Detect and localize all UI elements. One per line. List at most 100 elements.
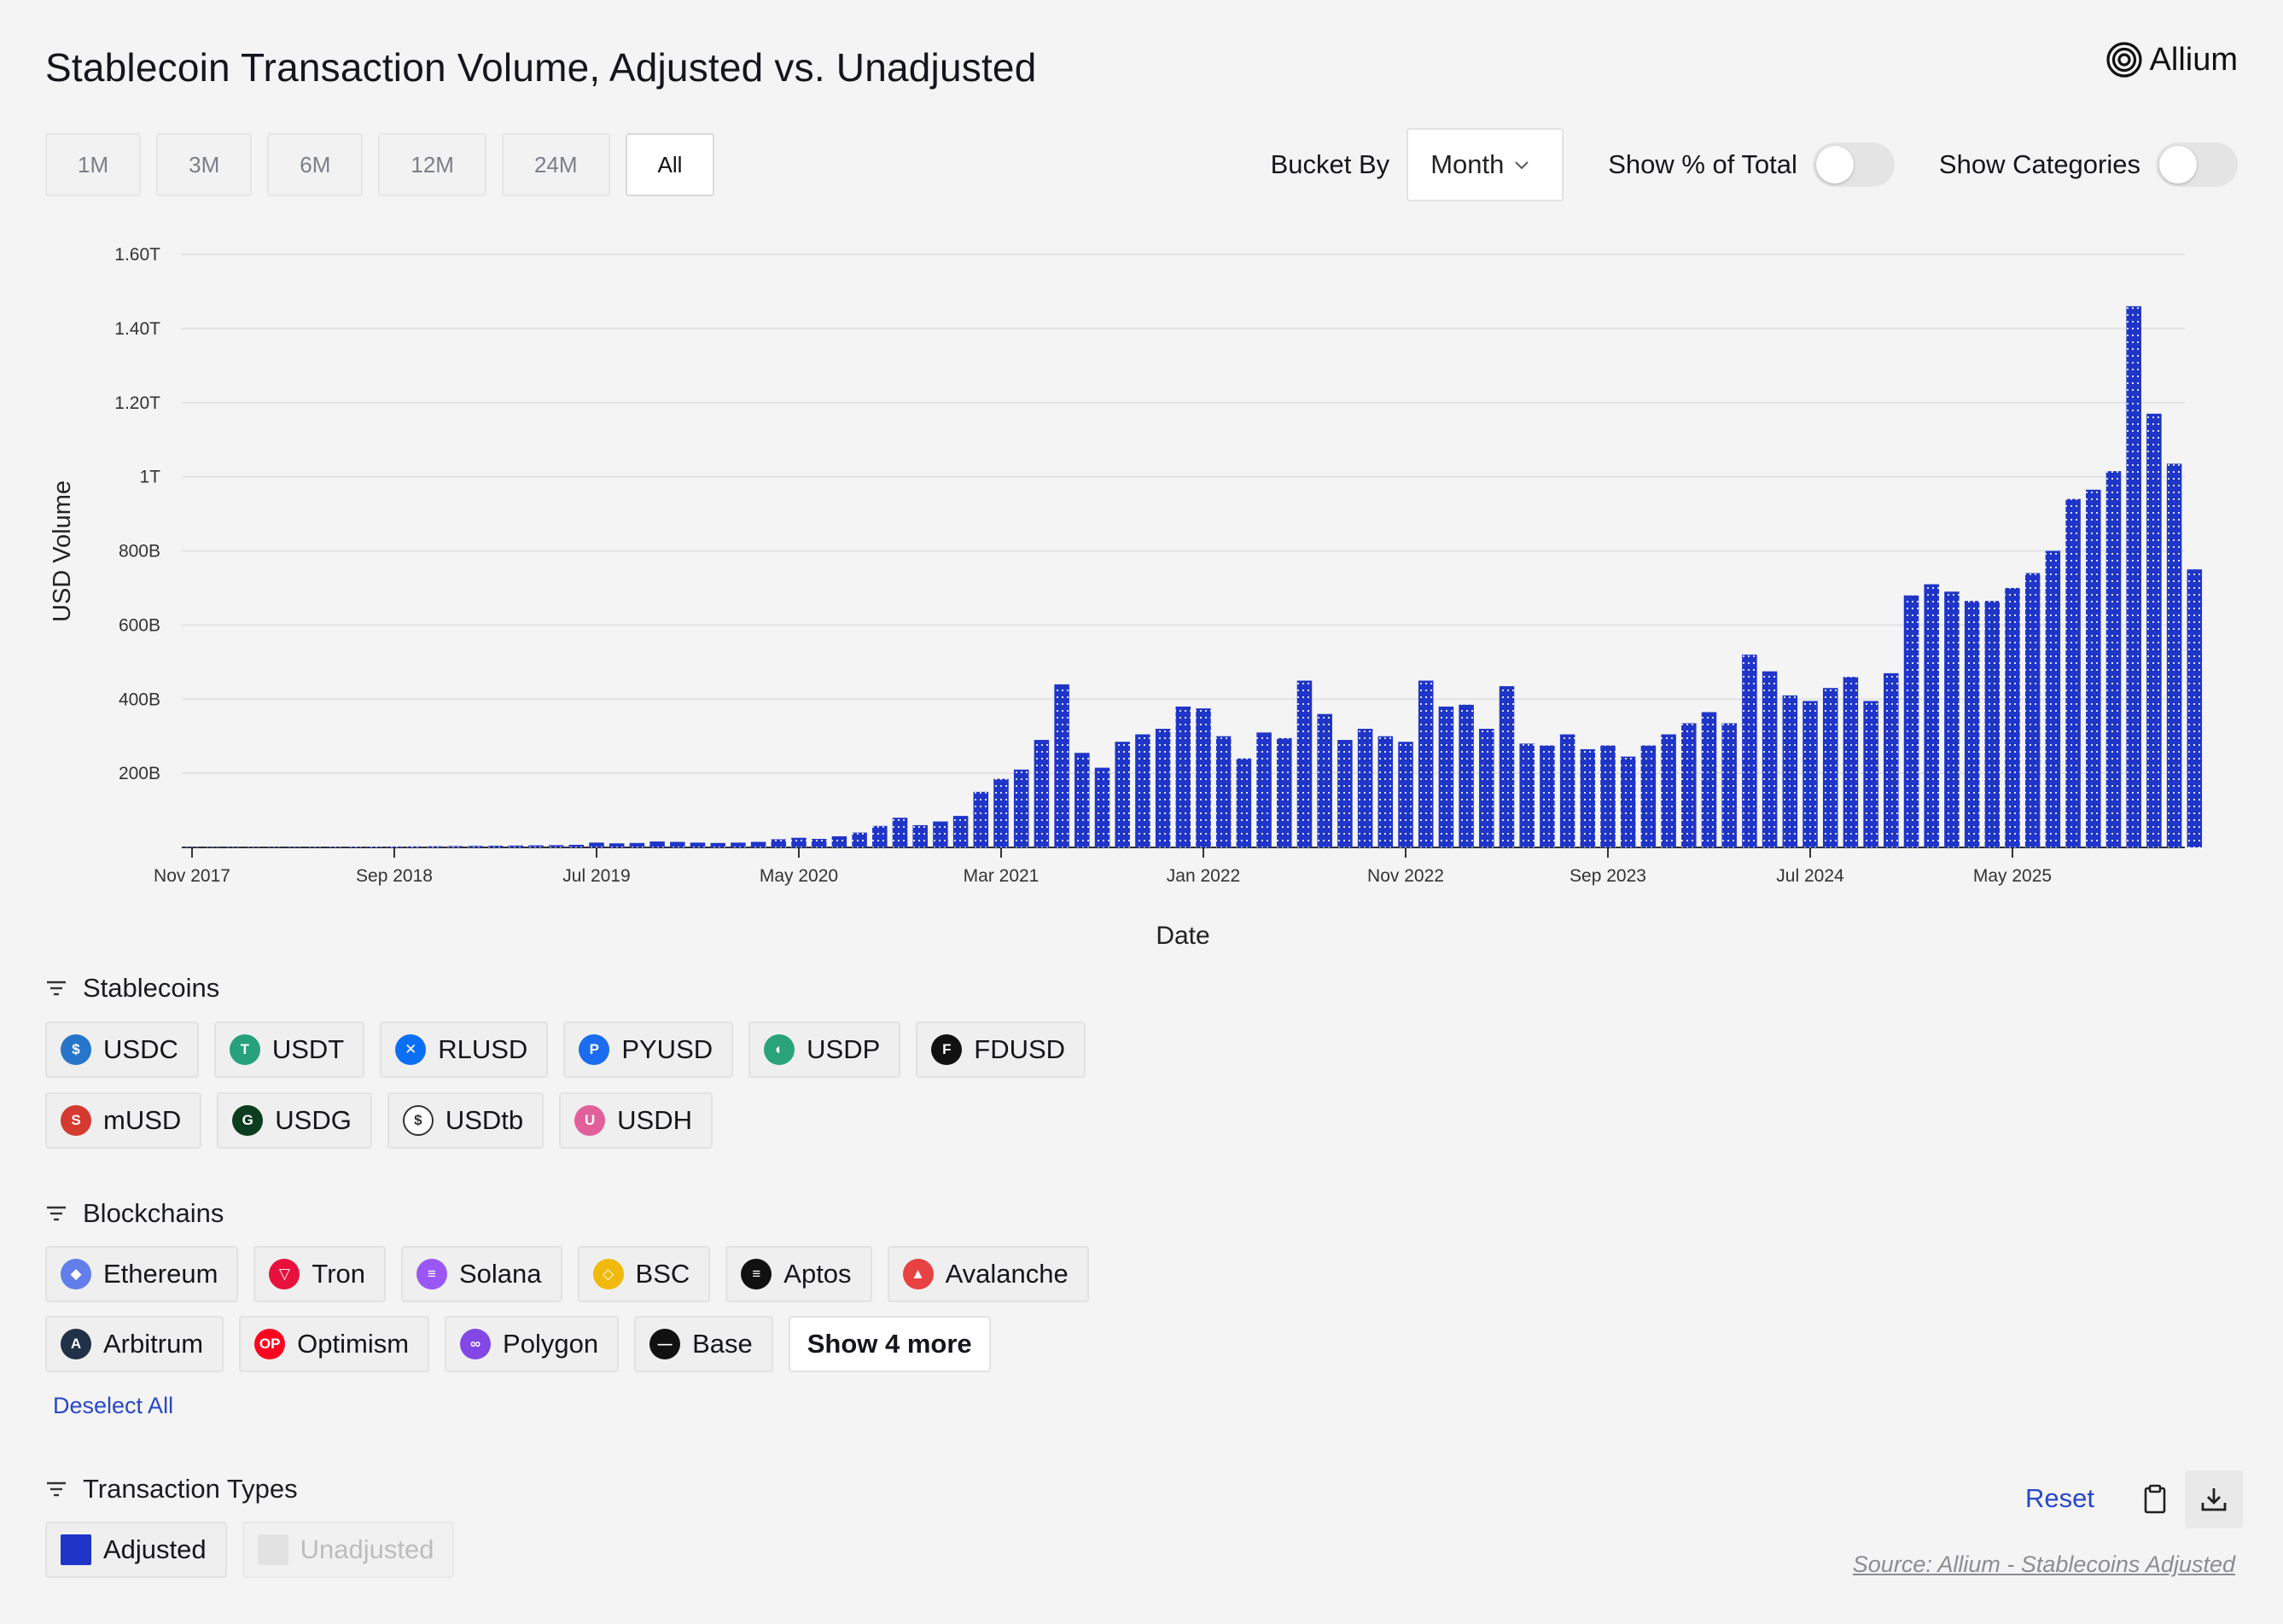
x-tick-label: Sep 2023 (1570, 866, 1646, 886)
bar (2105, 471, 2122, 847)
blockchain-chip-optimism[interactable]: OP Optimism (239, 1316, 430, 1372)
bar (1540, 745, 1555, 847)
bar (1499, 686, 1515, 847)
chip-label: Aptos (783, 1259, 852, 1289)
brand-name: Allium (2149, 41, 2238, 78)
show-categories-label: Show Categories (1938, 149, 2140, 179)
bar (933, 821, 948, 847)
bar (1721, 723, 1737, 847)
blockchain-chip-tron[interactable]: ▽ Tron (253, 1246, 386, 1302)
musd-icon: S (61, 1105, 91, 1136)
blockchain-chip-row: A Arbitrum OP Optimism ∞ Polygon — Base Show 4 m… (45, 1316, 991, 1372)
x-tick-label: May 2025 (1973, 866, 2052, 886)
avalanche-icon: ▲ (902, 1259, 934, 1289)
bar (1377, 736, 1394, 847)
transaction-type-unadjusted[interactable]: Unadjusted (242, 1522, 455, 1578)
range-button-3m[interactable]: 3M (156, 133, 253, 196)
show-percent-toggle[interactable] (1812, 143, 1895, 187)
y-tick-label: 600B (119, 615, 160, 635)
stablecoin-chip-rlusd[interactable]: ✕ RLUSD (380, 1022, 549, 1078)
show-more-chains-button[interactable]: Show 4 more (788, 1316, 991, 1372)
stablecoin-chip-usdg[interactable]: G USDG (217, 1092, 372, 1149)
bucket-by-select[interactable]: Month (1406, 128, 1564, 201)
filter-icon (47, 1481, 66, 1497)
blockchain-chip-aptos[interactable]: ≡ Aptos (725, 1246, 872, 1302)
stablecoin-chip-usdt[interactable]: T USDT (213, 1022, 365, 1078)
bar (1215, 736, 1232, 847)
chip-label: Ethereum (103, 1259, 218, 1289)
brand-logo: Allium (2105, 41, 2238, 79)
chip-label: USDtb (445, 1105, 524, 1135)
range-button-all[interactable]: All (625, 133, 715, 196)
chip-label: USDH (617, 1105, 693, 1135)
blockchain-chip-base[interactable]: — Base (634, 1316, 773, 1372)
usdt-icon: T (229, 1034, 260, 1065)
bar (1640, 745, 1657, 847)
deselect-all-link[interactable]: Deselect All (53, 1393, 174, 1418)
blockchain-chip-ethereum[interactable]: ◆ Ethereum (45, 1246, 239, 1302)
chip-label: Solana (459, 1259, 542, 1289)
bar (1034, 740, 1050, 847)
stablecoin-chip-usdtb[interactable]: $ USDtb (387, 1092, 545, 1149)
volume-chart-svg: 200B 400B 600B 800B 1T 1.20T 1.40T 1.60T Nov 201… (49, 245, 2203, 950)
range-button-6m[interactable]: 6M (267, 133, 364, 196)
bar (1519, 743, 1535, 847)
blockchain-chip-polygon[interactable]: ∞ Polygon (445, 1316, 620, 1372)
y-tick-label: 200B (119, 764, 160, 783)
x-tick-label: Jul 2024 (1776, 866, 1844, 886)
range-button-24m[interactable]: 24M (501, 133, 610, 196)
bar (831, 835, 847, 847)
bar (1317, 713, 1332, 847)
reset-button[interactable]: Reset (2025, 1483, 2094, 1513)
chip-label: Tron (312, 1259, 365, 1289)
bar (447, 846, 463, 847)
stablecoin-chip-usdh[interactable]: U USDH (559, 1092, 713, 1149)
unadjusted-swatch (257, 1534, 288, 1565)
blockchain-chip-solana[interactable]: ≡ Solana (401, 1246, 562, 1302)
bar (1863, 701, 1878, 847)
bar (1803, 701, 1818, 847)
source-link[interactable]: Source: Allium - Stablecoins Adjusted (1852, 1551, 2235, 1577)
bar (1681, 723, 1697, 847)
download-button[interactable] (2185, 1470, 2243, 1528)
transaction-type-adjusted[interactable]: Adjusted (45, 1522, 227, 1578)
bar (1054, 684, 1069, 847)
chip-label: Adjusted (103, 1534, 207, 1564)
x-axis-title: Date (1156, 922, 1209, 950)
chip-label: BSC (635, 1259, 690, 1289)
stablecoin-chip-fdusd[interactable]: F FDUSD (916, 1022, 1086, 1078)
y-tick-label: 1.60T (114, 245, 160, 265)
blockchain-chip-arbitrum[interactable]: A Arbitrum (45, 1316, 224, 1372)
x-tick-label: Nov 2017 (154, 866, 230, 886)
bar (1175, 706, 1191, 847)
bar (2024, 573, 2041, 847)
x-tick-label: Jan 2022 (1167, 866, 1240, 886)
chip-label: Base (692, 1329, 753, 1359)
range-button-12m[interactable]: 12M (378, 133, 486, 196)
blockchain-chip-bsc[interactable]: ◇ BSC (577, 1246, 711, 1302)
show-categories-toggle[interactable] (2156, 143, 2238, 187)
stablecoin-chip-usdc[interactable]: $ USDC (45, 1022, 199, 1078)
y-tick-label: 1.20T (114, 393, 160, 413)
arbitrum-icon: A (61, 1329, 91, 1359)
bar (2005, 587, 2020, 847)
pyusd-icon: P (579, 1034, 610, 1065)
stablecoin-chip-usdp[interactable]: ◐ USDP (748, 1022, 901, 1078)
bar (1256, 732, 1272, 847)
chip-label: USDT (271, 1034, 345, 1064)
bar (629, 842, 645, 847)
range-button-1m[interactable]: 1M (45, 133, 142, 196)
stablecoin-chip-pyusd[interactable]: P PYUSD (563, 1022, 734, 1078)
bar (487, 846, 504, 847)
bar (1620, 756, 1636, 847)
y-tick-label: 800B (119, 542, 160, 562)
bar (1924, 584, 1939, 847)
blockchain-chip-avalanche[interactable]: ▲ Avalanche (887, 1246, 1089, 1302)
usdh-icon: U (574, 1105, 606, 1136)
bar (2045, 550, 2061, 847)
bar (568, 844, 585, 847)
bar (872, 825, 888, 847)
copy-button[interactable] (2126, 1470, 2184, 1528)
x-tick-label: May 2020 (760, 866, 838, 886)
